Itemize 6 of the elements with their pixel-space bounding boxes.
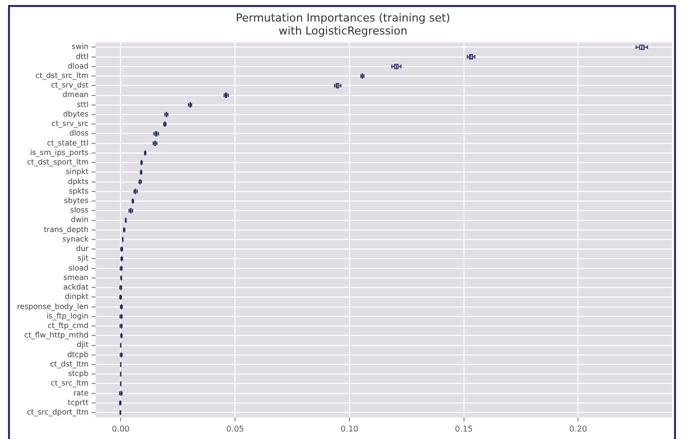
x-tick-label: 0.20 [569, 424, 588, 434]
x-tick-label: 0.10 [340, 424, 358, 434]
chart-title: Permutation Importances (training set) with LogisticRegression [236, 11, 450, 38]
x-tick-label: 0.15 [454, 424, 473, 434]
x-tick-label: 0.00 [112, 424, 130, 434]
x-tick-label: 0.05 [226, 424, 244, 434]
